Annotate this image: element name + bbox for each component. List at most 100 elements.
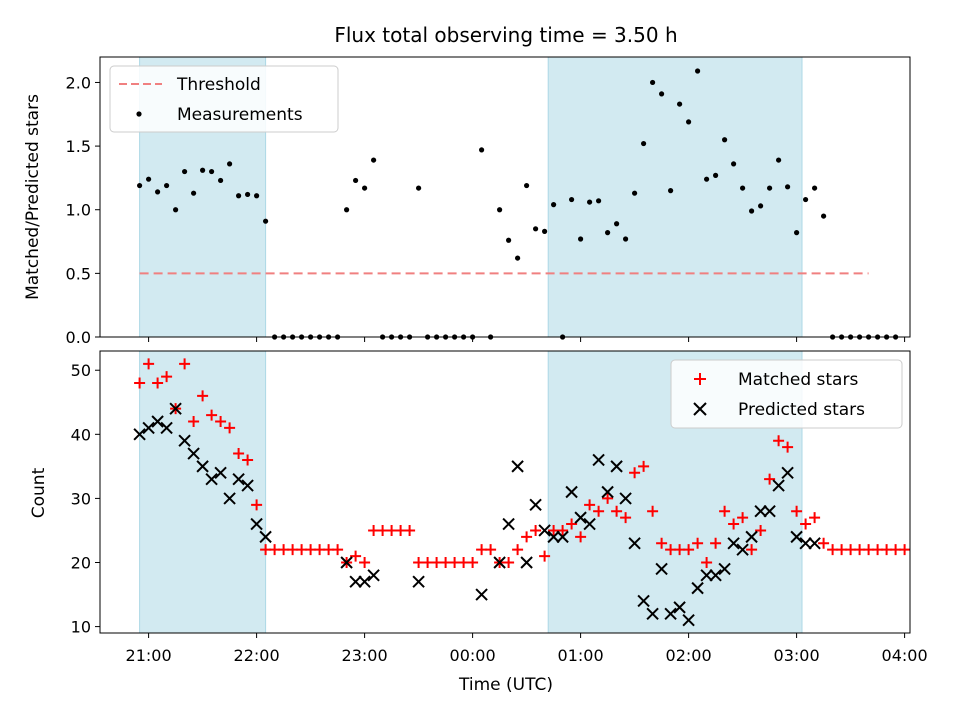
measurement-point xyxy=(533,226,539,232)
predicted-star-point xyxy=(664,607,677,620)
count-y-axis: 10 20 30 40 50 xyxy=(71,361,100,637)
predicted-legend-swatch xyxy=(693,402,707,416)
measurement-point xyxy=(758,203,764,209)
measurement-point xyxy=(785,184,791,190)
matched-star-point xyxy=(467,557,479,568)
matched-star-point xyxy=(404,524,416,536)
y-tick-label: 40 xyxy=(71,425,91,444)
observing-band xyxy=(547,56,803,338)
measurement-point xyxy=(551,202,557,208)
matched-star-point xyxy=(773,435,785,447)
measurement-point xyxy=(236,193,242,199)
measurement-point xyxy=(371,157,377,163)
ratio-legend: Threshold Measurements xyxy=(109,65,339,133)
measurement-point xyxy=(182,168,188,175)
measurement-point xyxy=(695,68,701,74)
predicted-star-point xyxy=(763,505,776,518)
predicted-star-point xyxy=(655,562,668,576)
measurement-point xyxy=(614,221,620,227)
predicted-star-point xyxy=(736,543,749,556)
matched-star-point xyxy=(647,505,659,517)
matched-star-point xyxy=(179,358,191,370)
matched-star-point xyxy=(737,512,749,524)
predicted-star-point xyxy=(133,428,146,441)
y-tick-label: 2.0 xyxy=(66,73,91,92)
matched-star-point xyxy=(728,518,740,530)
measurement-point xyxy=(578,236,584,242)
matched-star-point xyxy=(485,544,497,556)
predicted-star-point xyxy=(709,569,722,582)
predicted-star-point xyxy=(538,524,551,537)
predicted-star-point xyxy=(574,511,587,524)
measurement-point xyxy=(137,182,143,189)
ratio-legend-box xyxy=(109,65,339,133)
matched-star-point xyxy=(692,537,704,549)
figure-title: Flux total observing time = 3.50 h xyxy=(334,23,677,47)
predicted-star-point xyxy=(340,556,353,569)
measurement-point xyxy=(803,196,809,203)
predicted-star-point xyxy=(151,415,164,428)
matched-star-point xyxy=(593,505,605,517)
y-tick-label: 10 xyxy=(71,618,91,637)
predicted-star-point xyxy=(718,562,731,576)
measurement-point xyxy=(641,140,647,147)
measurement-point xyxy=(254,193,260,199)
matched-star-point xyxy=(359,557,371,568)
predicted-star-point xyxy=(169,402,182,415)
predicted-star-point xyxy=(214,466,227,479)
measurement-point xyxy=(812,185,818,191)
measurement-point xyxy=(659,91,665,97)
predicted-star-point xyxy=(187,447,200,460)
predicted-star-point xyxy=(196,460,209,473)
measurement-point xyxy=(569,196,575,203)
measurement-point xyxy=(227,161,233,167)
predicted-star-point xyxy=(754,505,767,518)
measurement-point xyxy=(497,207,503,213)
matched-star-point xyxy=(521,531,533,543)
matched-star-point xyxy=(242,454,254,466)
predicted-stars-points xyxy=(133,402,821,627)
x-tick-label: 22:00 xyxy=(234,646,280,665)
y-tick-label: 0.5 xyxy=(66,264,91,283)
matched-star-point xyxy=(332,544,344,556)
matched-star-point xyxy=(710,537,722,549)
y-tick-label: 1.0 xyxy=(66,201,91,220)
predicted-star-point xyxy=(637,594,650,608)
matched-star-point xyxy=(197,390,209,402)
x-tick-label: 02:00 xyxy=(666,646,712,665)
measurement-point xyxy=(776,157,782,163)
measurement-point xyxy=(749,208,755,214)
matched-star-point xyxy=(152,377,164,389)
predicted-star-point xyxy=(565,485,578,499)
predicted-star-point xyxy=(529,498,542,512)
predicted-star-point xyxy=(772,479,785,492)
matched-star-point xyxy=(584,499,596,511)
matched-star-point xyxy=(899,544,911,556)
matched-star-point xyxy=(764,473,776,485)
measurements-legend-label: Measurements xyxy=(177,105,303,125)
matched-star-point xyxy=(134,377,146,389)
matched-star-point xyxy=(215,416,227,427)
matched-star-point xyxy=(656,537,668,549)
predicted-star-point xyxy=(556,530,569,544)
matched-star-point xyxy=(611,505,623,517)
predicted-star-point xyxy=(511,460,524,473)
predicted-star-point xyxy=(178,434,191,447)
count-legend-box xyxy=(670,359,903,429)
measurement-point xyxy=(155,189,161,195)
matched-star-point xyxy=(251,499,263,511)
predicted-star-point xyxy=(259,530,272,544)
measurement-point xyxy=(200,167,206,173)
predicted-star-point xyxy=(619,492,632,505)
matched-star-point xyxy=(755,524,767,536)
matched-stars-points xyxy=(134,358,911,568)
predicted-star-point xyxy=(250,517,263,531)
matched-star-point xyxy=(512,544,524,556)
measurement-point xyxy=(668,188,674,194)
measurement-point xyxy=(344,207,350,213)
predicted-star-point xyxy=(547,530,560,544)
measurement-point xyxy=(164,182,170,189)
matched-star-point xyxy=(701,557,713,568)
predicted-legend-label: Predicted stars xyxy=(738,400,865,420)
